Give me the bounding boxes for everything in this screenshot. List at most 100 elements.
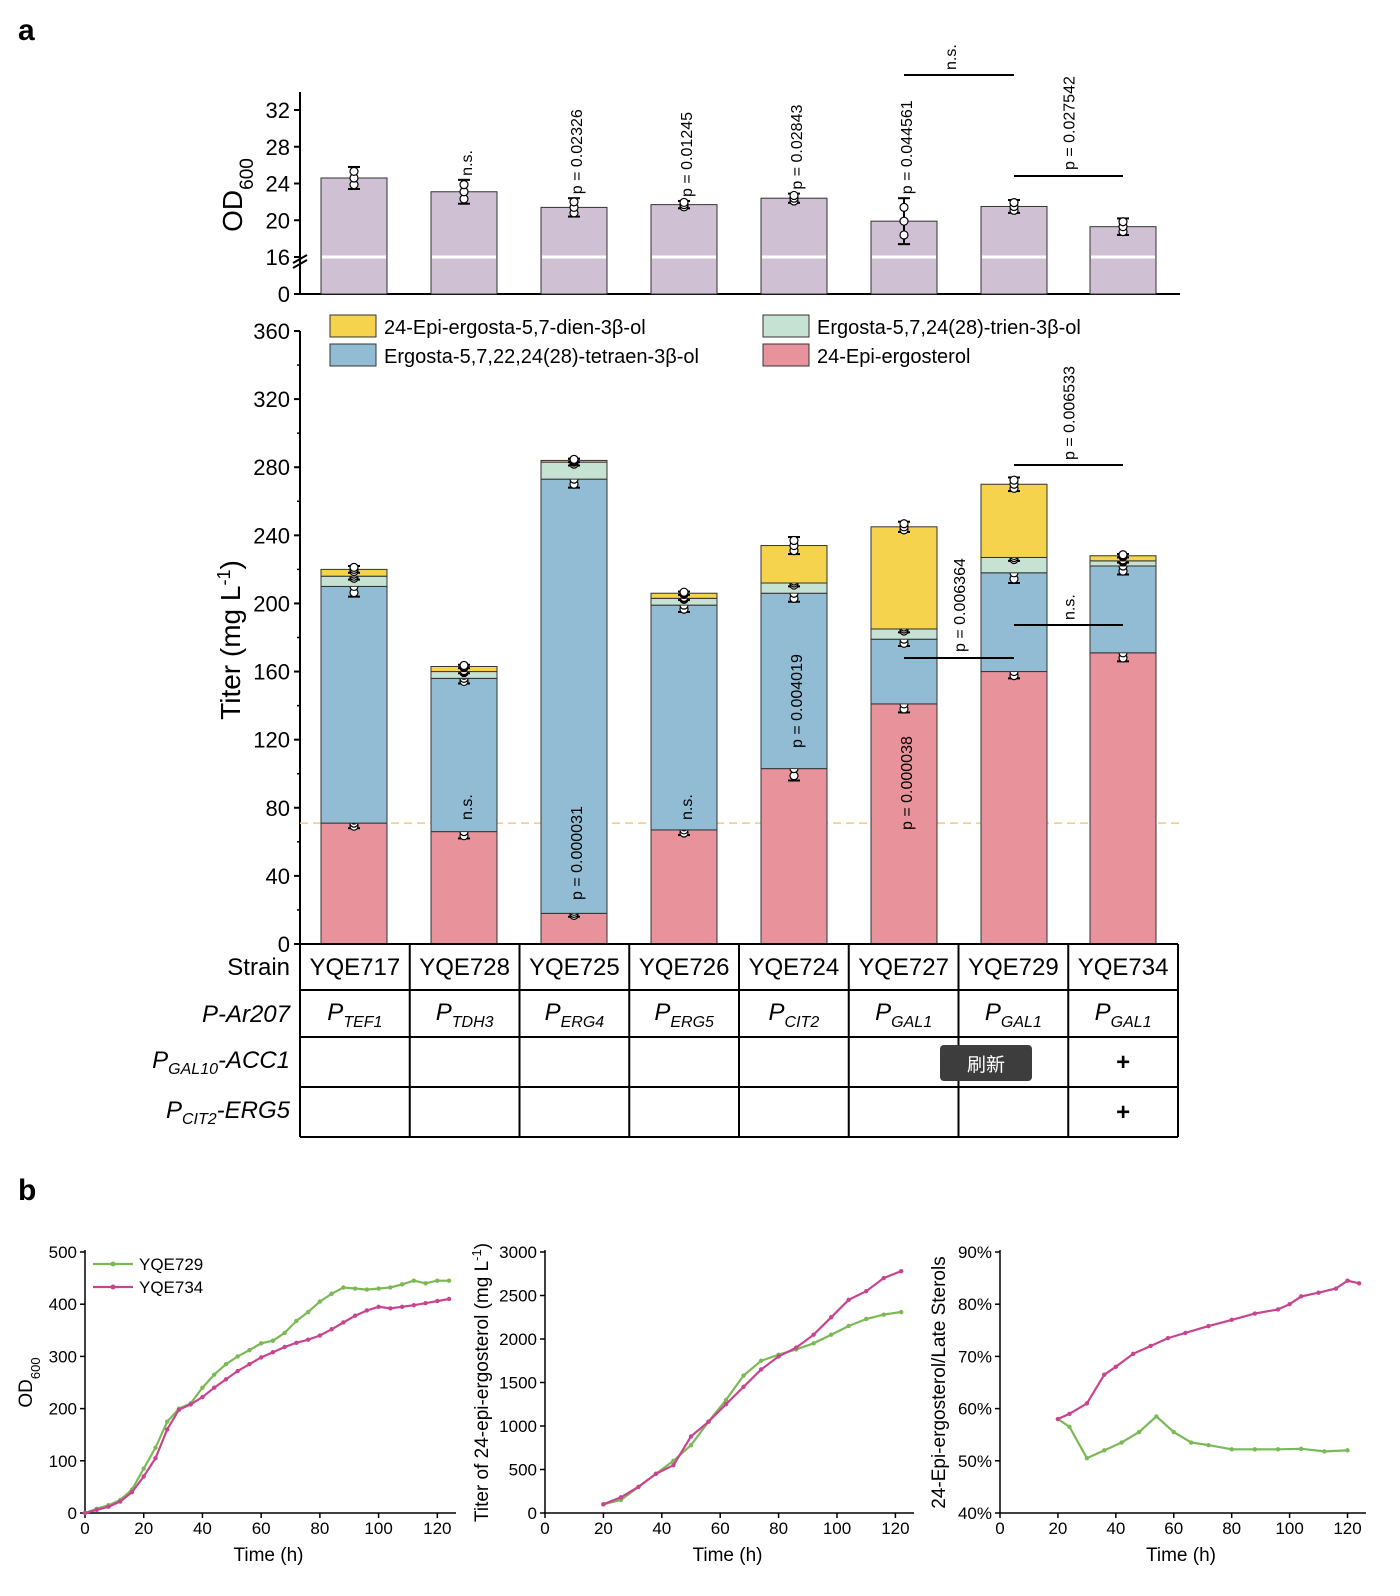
- line3-series-point: [1136, 1429, 1142, 1435]
- line2-x-tick-label: 60: [711, 1519, 730, 1538]
- line1-legend-label: YQE729: [139, 1255, 203, 1274]
- line1-series-point: [141, 1466, 146, 1471]
- line1-series-point: [153, 1455, 158, 1461]
- line1-series-point: [165, 1419, 170, 1424]
- line3-series-point: [1275, 1447, 1281, 1452]
- line2-series-line: [602, 1270, 902, 1506]
- titer-y-tick-label: 80: [266, 796, 290, 821]
- table-promoter-cell: PGAL1: [875, 999, 932, 1031]
- panel-label-b: b: [18, 1174, 36, 1207]
- od-y-label: OD600: [217, 158, 258, 232]
- titer-data-point: [899, 519, 909, 529]
- od-bracket-label: n.s.: [943, 44, 960, 70]
- od-bar: [540, 206, 608, 295]
- od-y-tick-label: 28: [266, 135, 290, 160]
- refresh-tooltip[interactable]: 刷新: [940, 1045, 1032, 1081]
- table-strain-name: YQE734: [1078, 954, 1169, 981]
- line2-y-tick-label: 2500: [499, 1287, 537, 1306]
- table-row-label-erg5-p: P: [166, 1097, 182, 1124]
- line3-series-point: [1298, 1446, 1304, 1451]
- od-y-label-sub: 600: [237, 158, 258, 190]
- line1-x-tick-label: 0: [80, 1519, 89, 1538]
- line3-series-point: [1275, 1307, 1281, 1312]
- line3-series-point: [1131, 1351, 1136, 1356]
- promoter-p: P: [545, 999, 561, 1026]
- promoter-p: P: [327, 999, 343, 1026]
- line3-x-label: Time (h): [1146, 1545, 1216, 1566]
- line3-x-tick-label: 100: [1275, 1519, 1303, 1538]
- line3-series-point: [1298, 1294, 1304, 1299]
- line3-series-point: [1345, 1448, 1350, 1453]
- line3-series-line: [1057, 1279, 1360, 1421]
- line2-x-tick-label: 40: [652, 1519, 671, 1538]
- legend-swatch: [762, 314, 810, 338]
- od-bar: [1089, 226, 1157, 295]
- titer-y-label: Titer (mg L-1): [214, 560, 246, 720]
- line1-y-label-sub: 600: [28, 1357, 43, 1379]
- line1-series-point: [341, 1320, 346, 1325]
- line2-series-point: [688, 1434, 694, 1439]
- line2-x-tick-label: 100: [823, 1519, 851, 1538]
- line2-series-point: [846, 1297, 851, 1303]
- line1-series-point: [200, 1385, 205, 1390]
- titer-bar-segment: [760, 768, 828, 945]
- line3-series-point: [1316, 1290, 1321, 1295]
- line1-series-line: [84, 1279, 450, 1515]
- od-bar: [320, 177, 388, 295]
- line3-y-tick-label: 50%: [958, 1452, 992, 1471]
- line3-series-point: [1356, 1281, 1362, 1286]
- promoter-sub: TDH3: [452, 1014, 494, 1031]
- line1-series-point: [200, 1394, 205, 1400]
- table-promoter-cell: PGAL1: [985, 999, 1042, 1031]
- table-row-label-acc1-sub: GAL10: [168, 1061, 218, 1078]
- line3-series-point: [1287, 1302, 1292, 1307]
- line1-series-point: [129, 1489, 135, 1495]
- od-data-point: [899, 230, 909, 240]
- titer-bar-segment: [870, 703, 938, 945]
- legend-label: 24-Epi-ergosta-5,7-dien-3β-ol: [384, 317, 646, 339]
- legend-label: 24-Epi-ergosterol: [817, 346, 970, 368]
- line1-series-point: [317, 1299, 323, 1304]
- line3-series-point: [1183, 1330, 1188, 1336]
- titer-data-point: [349, 562, 359, 572]
- line1-series-point: [376, 1286, 381, 1291]
- legend-swatch: [762, 343, 810, 367]
- line3-series-point: [1113, 1364, 1119, 1370]
- line1-series-point: [305, 1309, 311, 1315]
- od-data-point: [459, 180, 469, 190]
- promoter-p: P: [436, 999, 452, 1026]
- line1-series-point: [388, 1285, 393, 1290]
- line1-series-point: [435, 1298, 440, 1304]
- od-bar: [760, 197, 828, 295]
- line2-series-point: [601, 1502, 606, 1507]
- od-y-tick-label: 16: [266, 245, 290, 270]
- line1-series-point: [399, 1304, 405, 1310]
- od-y-tick-label: 0: [278, 282, 290, 307]
- line2-series-point: [881, 1275, 886, 1281]
- line1-series-point: [165, 1427, 170, 1432]
- table-row-label-erg5-gene: -ERG5: [217, 1097, 291, 1124]
- od600-bar-chart: 0 16 20 24 28 32 OD600 n.s. p = 0.02326 p = 0.012…: [217, 44, 1180, 307]
- table-promoter-cell: PGAL1: [1095, 999, 1152, 1031]
- od-y-tick-label: 24: [266, 172, 290, 197]
- line3-series-point: [1206, 1323, 1211, 1329]
- line1-series-point: [446, 1278, 452, 1283]
- line1-y-tick-label: 300: [49, 1347, 77, 1366]
- promoter-sub: ERG5: [670, 1014, 714, 1031]
- promoter-sub: GAL1: [1001, 1014, 1042, 1031]
- titer-bracket-label: n.s.: [1062, 594, 1079, 620]
- line2-series-point: [653, 1471, 659, 1477]
- od-data-point: [349, 166, 359, 176]
- titer-bar-segment: [1089, 652, 1157, 945]
- line3-series-point: [1345, 1278, 1350, 1283]
- table-strain-name: YQE717: [310, 954, 401, 981]
- od-data-point: [679, 197, 689, 208]
- titer-bracket-label: p = 0.006364: [952, 558, 969, 652]
- line1-series-point: [329, 1327, 334, 1332]
- line2-series-point: [899, 1309, 904, 1315]
- line2-series-point: [811, 1341, 816, 1346]
- line1-series-point: [211, 1385, 217, 1390]
- line3-y-tick-label: 70%: [958, 1347, 992, 1366]
- line2-x-tick-label: 0: [540, 1519, 549, 1538]
